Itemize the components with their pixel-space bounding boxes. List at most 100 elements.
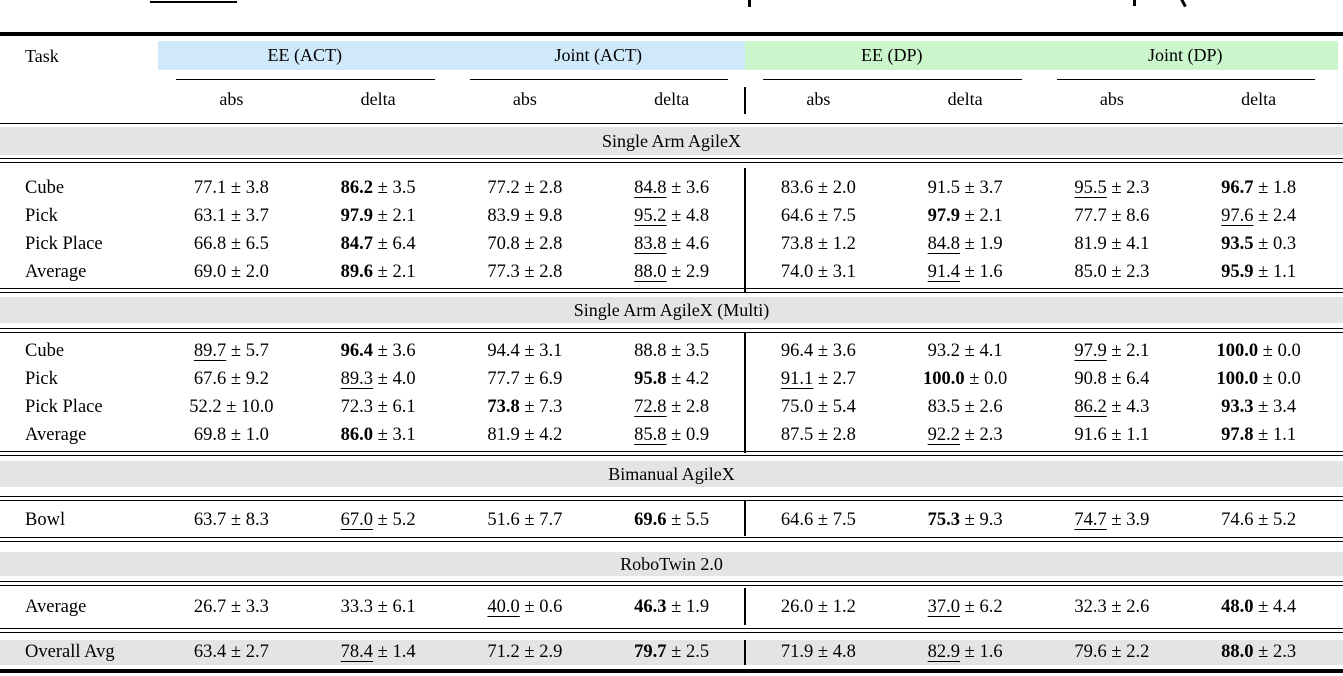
mean-value: 88.8 [634,341,667,361]
std-value: ± 4.2 [666,369,710,389]
act-dp-divider [744,168,746,292]
std-value: ± 0.0 [1258,341,1301,361]
mean-value: 67.0 [340,510,374,530]
std-value: ± 0.3 [1253,234,1297,254]
mean-value: 77.7 [1074,206,1107,226]
task-cell: Cube [25,341,65,361]
mean-value: 89.3 [340,369,374,389]
data-row: Bowl 63.7 ± 8.3 67.0 ± 5.2 51.6 ± 7.7 69.6 ±… [0,506,1343,534]
subheader-delta-1: delta [360,89,396,109]
mean-value: 82.9 [927,642,961,662]
std-value: ± 6.4 [1106,369,1150,389]
std-value: ± 3.1 [813,262,856,282]
data-row: Overall Avg 63.4 ± 2.7 78.4 ± 1.4 71.2 ± 2.… [0,640,1343,665]
value-cell: 95.9 ± 1.1 [1185,258,1332,286]
std-value: ± 3.1 [519,341,563,361]
std-value: ± 3.6 [666,178,710,198]
value-cell: 91.4 ± 1.6 [892,258,1039,286]
mean-value: 84.7 [340,234,374,254]
data-row: Cube 77.1 ± 3.8 86.2 ± 3.5 77.2 ± 2.8 84.8 ±… [0,174,1343,202]
std-value: ± 4.4 [1253,597,1297,617]
std-value: ± 2.6 [1106,597,1150,617]
act-dp-divider [744,333,746,453]
value-cell: 88.8 ± 3.5 [598,337,745,365]
act-dp-divider [744,640,746,665]
std-value: ± 9.8 [519,206,563,226]
act-dp-divider [744,87,746,114]
mean-value: 93.2 [927,341,961,361]
mean-value: 73.8 [780,234,814,254]
mean-value: 72.8 [634,397,667,417]
value-cell: 100.0 ± 0.0 [892,365,1039,393]
value-cell: 82.9 ± 1.6 [892,640,1039,665]
task-cell: Pick [25,369,58,389]
mean-value: 77.2 [487,178,520,198]
value-cell: 32.3 ± 2.6 [1039,593,1186,621]
mean-value: 94.4 [487,341,520,361]
value-cell: 71.2 ± 2.9 [452,640,599,665]
std-value: ± 2.1 [373,206,416,226]
mean-value: 86.2 [1074,397,1107,417]
value-cell: 78.4 ± 1.4 [305,640,452,665]
table-top-rule [0,32,1343,36]
std-value: ± 2.2 [1106,642,1150,662]
value-cell: 95.8 ± 4.2 [598,365,745,393]
std-value: ± 3.4 [1253,397,1297,417]
task-cell: Average [25,597,87,617]
mean-value: 96.7 [1221,178,1254,198]
std-value: ± 4.3 [1106,397,1150,417]
std-value: ± 1.1 [1253,262,1297,282]
std-value: ± 2.8 [519,234,563,254]
mean-value: 84.8 [634,178,667,198]
subheader-delta-5: delta [947,89,983,109]
std-value: ± 4.1 [960,341,1003,361]
std-value: ± 2.3 [1253,642,1297,662]
value-cell: 85.8 ± 0.9 [598,421,745,449]
std-value: ± 7.7 [519,510,563,530]
value-cell: 51.6 ± 7.7 [452,506,599,534]
table-bottom-rule [0,669,1343,673]
act-dp-divider [744,588,746,625]
mean-value: 91.4 [927,262,961,282]
value-cell: 93.3 ± 3.4 [1185,393,1332,421]
task-cell: Cube [25,178,65,198]
section-rule [0,537,1343,542]
std-value: ± 2.8 [813,425,856,445]
group-underline-rule [763,78,1022,80]
std-value: ± 3.7 [960,178,1003,198]
value-cell: 71.9 ± 4.8 [745,640,892,665]
value-cell: 92.2 ± 2.3 [892,421,1039,449]
mean-value: 84.8 [927,234,961,254]
task-cell: Pick Place [25,234,103,254]
mean-value: 70.8 [487,234,520,254]
value-cell: 81.9 ± 4.1 [1039,230,1186,258]
value-cell: 96.7 ± 1.8 [1185,174,1332,202]
section-band-3: RoboTwin 2.0 [0,552,1343,576]
subheader-delta-3: delta [654,89,690,109]
value-cell: 72.8 ± 2.8 [598,393,745,421]
value-cell: 86.0 ± 3.1 [305,421,452,449]
mean-value: 69.6 [634,510,667,530]
mean-value: 72.3 [340,397,374,417]
mean-value: 91.6 [1074,425,1107,445]
mean-value: 40.0 [487,597,520,617]
mean-value: 81.9 [1074,234,1107,254]
std-value: ± 2.6 [960,397,1003,417]
value-cell: 93.2 ± 4.1 [892,337,1039,365]
std-value: ± 2.0 [226,262,269,282]
mean-value: 97.9 [1074,341,1107,361]
std-value: ± 0.0 [1258,369,1301,389]
std-value: ± 6.9 [519,369,563,389]
mean-value: 86.0 [340,425,374,445]
mean-value: 64.6 [780,206,814,226]
value-cell: 84.8 ± 1.9 [892,230,1039,258]
mean-value: 33.3 [340,597,374,617]
act-columns-band [158,41,745,70]
value-cell: 63.1 ± 3.7 [158,202,305,230]
std-value: ± 5.4 [813,397,856,417]
value-cell: 77.7 ± 8.6 [1039,202,1186,230]
std-value: ± 6.5 [226,234,269,254]
value-cell: 93.5 ± 0.3 [1185,230,1332,258]
group-header-joint-dp: Joint (DP) [1147,45,1223,65]
